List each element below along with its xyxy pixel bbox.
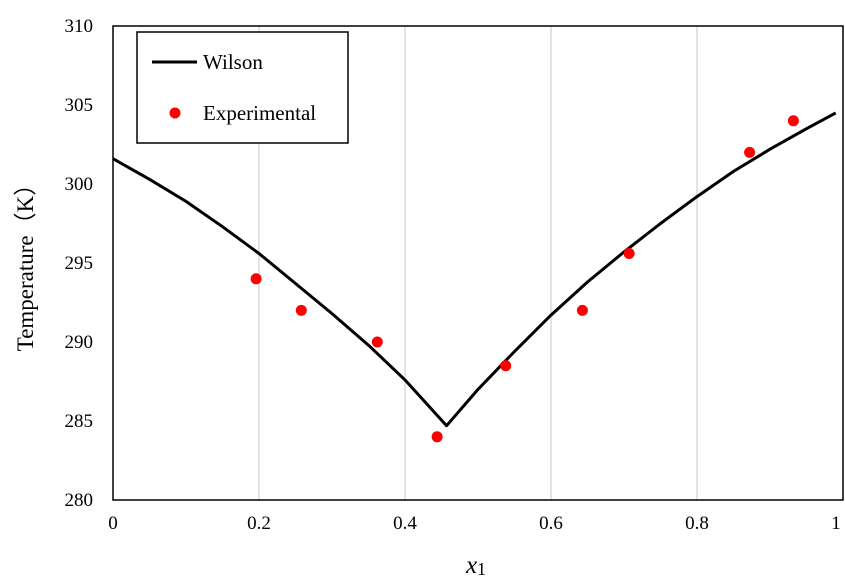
experimental-point (623, 248, 635, 259)
experimental-point (295, 304, 307, 316)
axes-layer (112, 25, 844, 501)
x-tick-label: 0.8 (685, 513, 709, 534)
x-tick-label: 0.2 (247, 513, 271, 534)
series-layer (112, 111, 837, 443)
experimental-point (250, 273, 262, 285)
legend-box (136, 31, 349, 144)
y-tick-label: 290 (65, 332, 94, 353)
x-tick-label: 0.6 (539, 513, 563, 534)
x-tick-label: 1 (831, 513, 841, 534)
y-tick-label: 280 (65, 490, 94, 511)
y-tick-label: 300 (65, 174, 94, 195)
grid-layer (258, 26, 698, 500)
experimental-point (500, 360, 512, 372)
plot-frame (112, 25, 844, 501)
y-tick-label: 295 (65, 253, 94, 274)
experimental-point (744, 146, 756, 158)
y-axis-title: Temperature（K） (13, 173, 38, 352)
tick-labels: 0 0.2 0.4 0.6 0.8 1 280 285 290 295 300 305 310 (65, 16, 841, 534)
experimental-point (787, 115, 799, 127)
legend-wilson-label: Wilson (203, 50, 263, 74)
legend: Wilson Experimental (136, 31, 349, 144)
y-tick-label: 285 (65, 411, 94, 432)
x-tick-label: 0.4 (393, 513, 417, 534)
x-tick-label: 0 (108, 513, 118, 534)
experimental-point (576, 304, 588, 316)
wilson-line (112, 111, 837, 428)
experimental-point (371, 336, 383, 348)
legend-experimental-swatch (169, 107, 181, 119)
y-tick-label: 305 (65, 95, 94, 116)
x-axis-title: x1 (465, 552, 486, 579)
legend-experimental-label: Experimental (203, 101, 316, 125)
y-tick-label: 310 (65, 16, 94, 37)
experimental-point (431, 431, 443, 443)
